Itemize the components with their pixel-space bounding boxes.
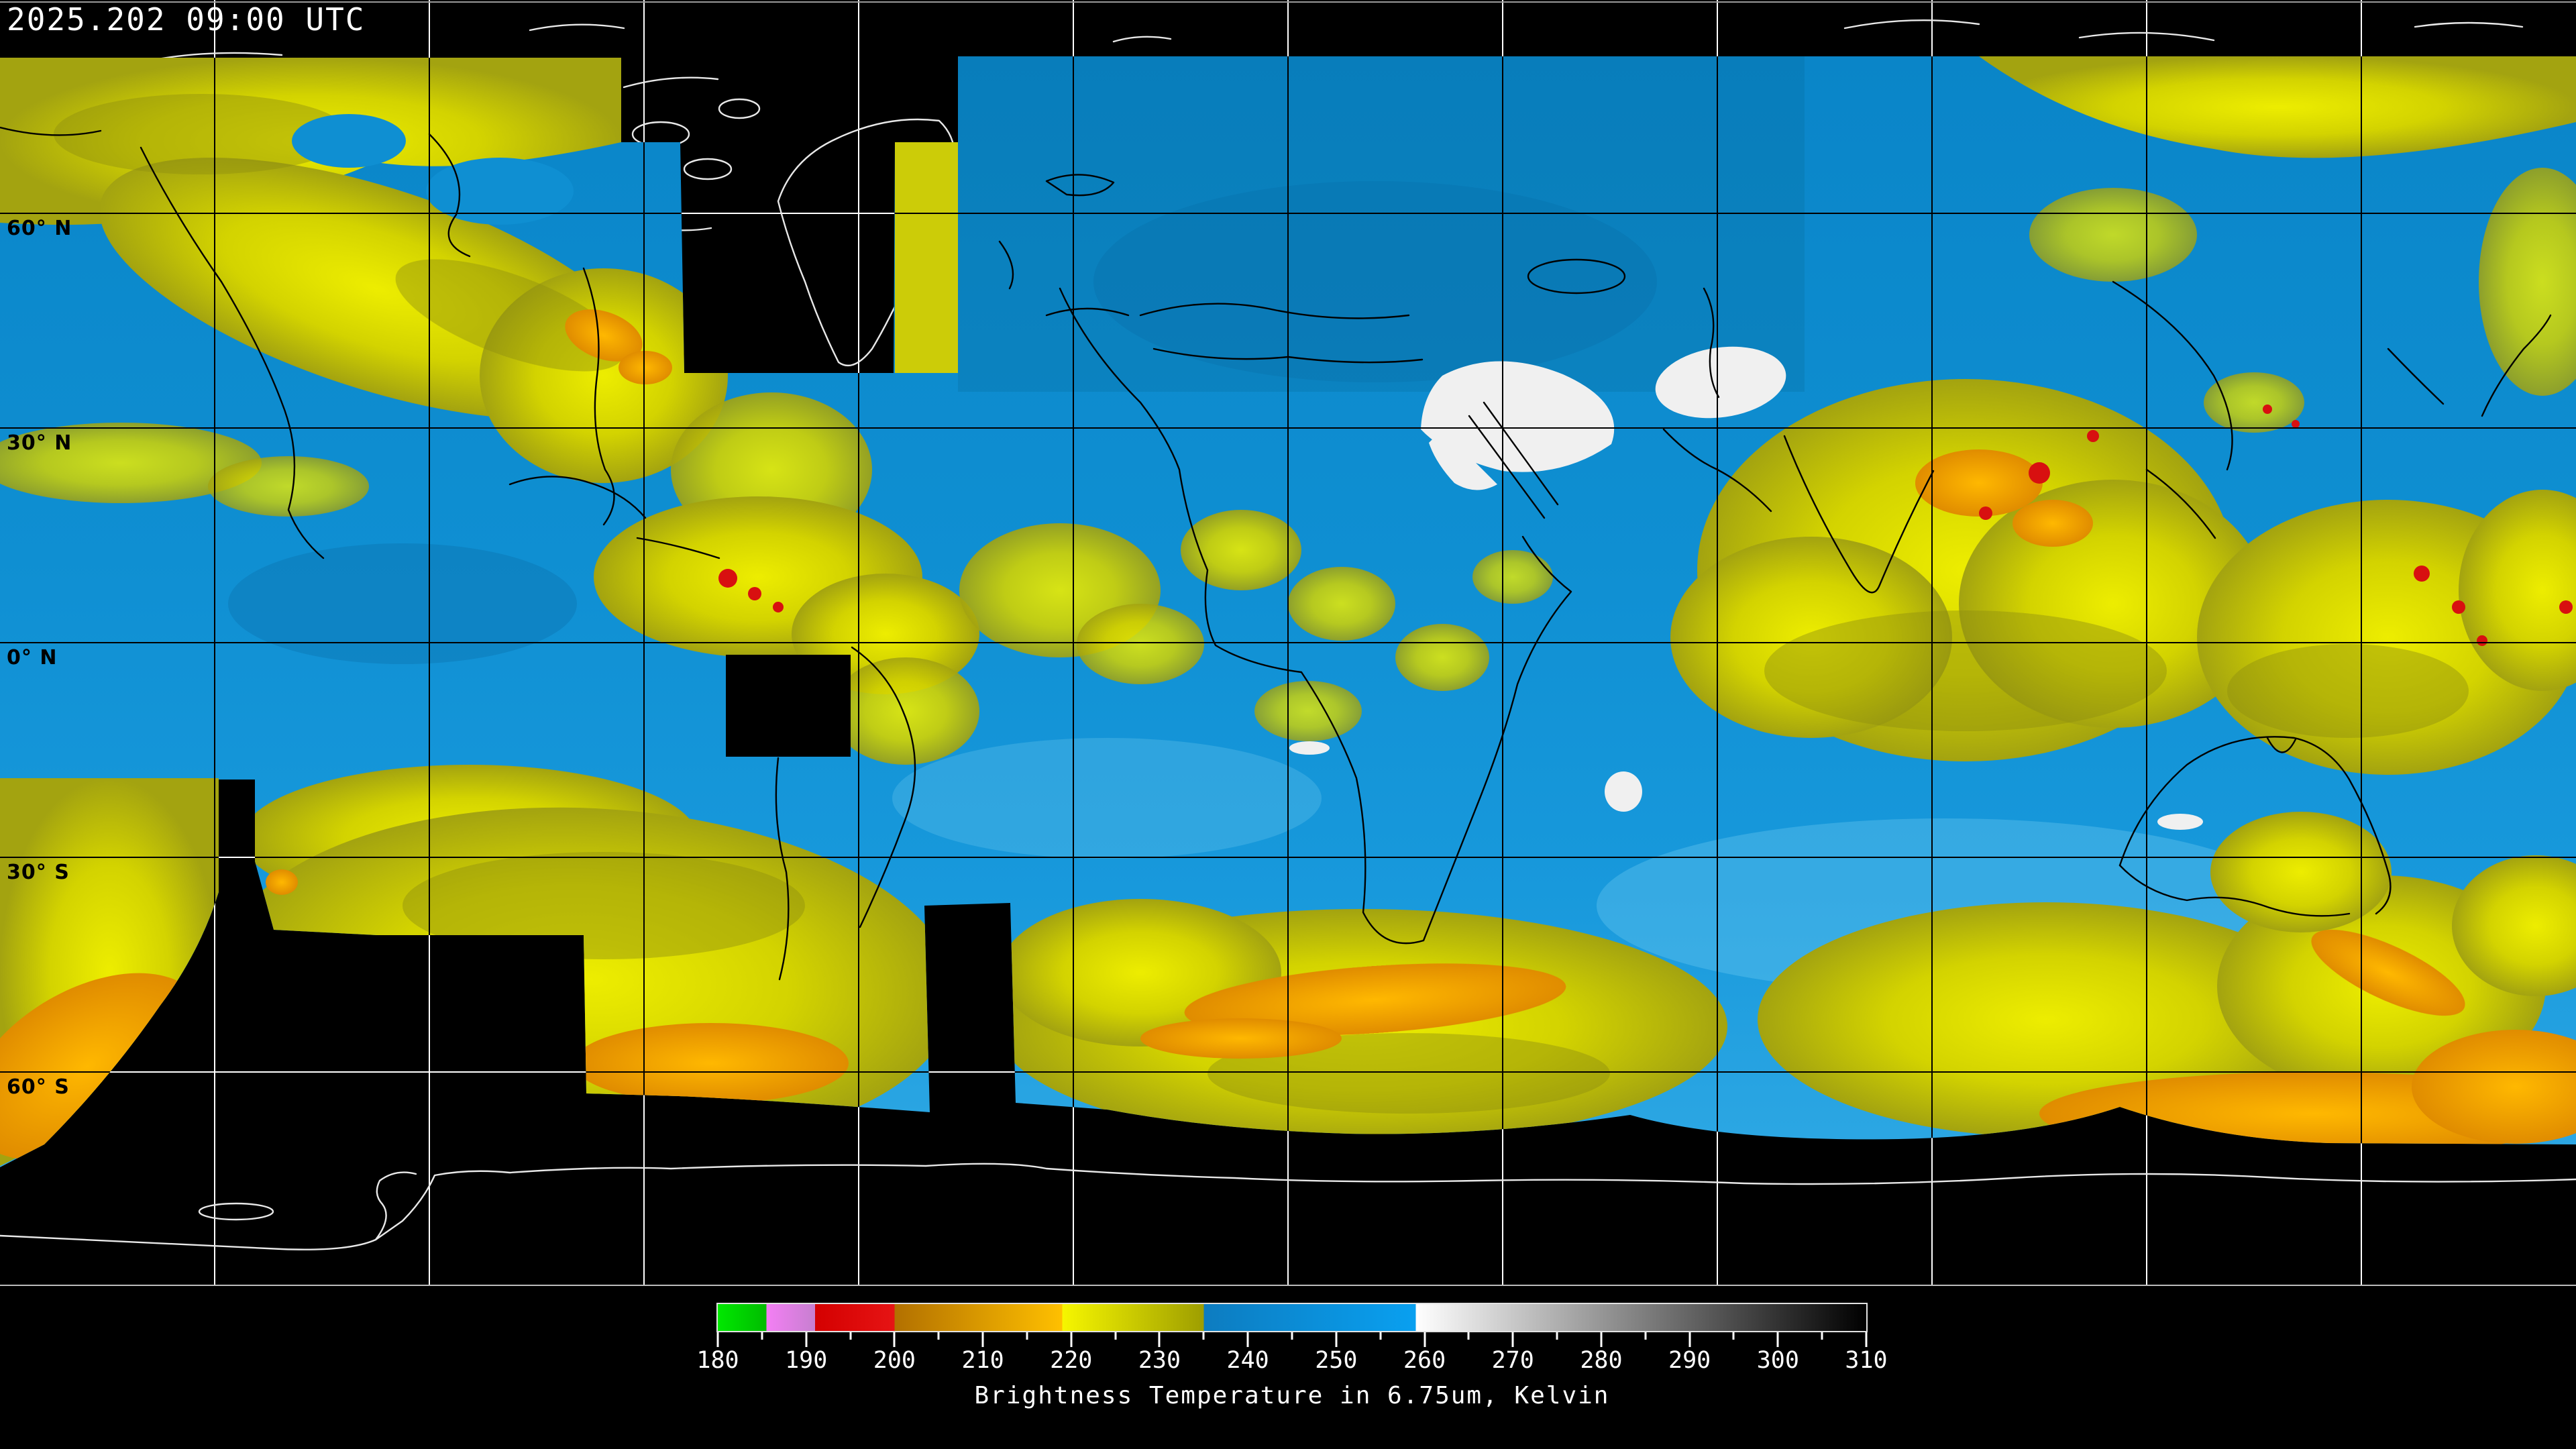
colorbar-tick-label: 220	[1050, 1347, 1093, 1374]
colorbar-minor-tick	[1556, 1332, 1558, 1340]
warm-white-patches	[1289, 346, 2203, 830]
colorbar-major-tick	[1246, 1332, 1249, 1347]
timestamp: 2025.202 09:00 UTC	[7, 1, 366, 38]
colorbar-tick-label: 270	[1491, 1347, 1534, 1374]
colorbar-major-tick	[981, 1332, 984, 1347]
colorbar-minor-tick	[761, 1332, 763, 1340]
colorbar-minor-tick	[937, 1332, 940, 1340]
colorbar-minor-tick	[849, 1332, 852, 1340]
latitude-label: 30° S	[7, 861, 70, 884]
colorbar-major-tick	[1424, 1332, 1426, 1347]
colorbar-minor-tick	[1379, 1332, 1382, 1340]
colorbar-tick-label: 290	[1668, 1347, 1711, 1374]
colorbar-major-tick	[1776, 1332, 1779, 1347]
colorbar-caption: Brightness Temperature in 6.75um, Kelvin	[974, 1382, 1610, 1409]
colorbar-major-tick	[1335, 1332, 1338, 1347]
colorbar-major-tick	[1511, 1332, 1514, 1347]
cloud-orange-blobs	[0, 309, 2576, 1161]
colorbar-major-tick	[893, 1332, 896, 1347]
colorbar-major-tick	[1600, 1332, 1603, 1347]
colorbar-tick-label: 200	[873, 1347, 916, 1374]
colorbar-minor-tick	[1644, 1332, 1647, 1340]
colorbar-major-tick	[1158, 1332, 1161, 1347]
cloud-red-spots	[718, 405, 2573, 646]
colorbar-minor-tick	[1114, 1332, 1117, 1340]
colorbar-tick-label: 240	[1226, 1347, 1269, 1374]
colorbar-tick-label: 180	[696, 1347, 739, 1374]
latitude-label: 60° S	[7, 1075, 70, 1099]
colorbar-major-tick	[805, 1332, 808, 1347]
colorbar-tick-label: 250	[1315, 1347, 1358, 1374]
colorbar-major-tick	[716, 1332, 719, 1347]
latitude-label: 0° N	[7, 646, 58, 669]
colorbar-tick-label: 210	[961, 1347, 1004, 1374]
colorbar-tick-label: 310	[1845, 1347, 1888, 1374]
colorbar-minor-tick	[1202, 1332, 1205, 1340]
colorbar-minor-tick	[1732, 1332, 1735, 1340]
colorbar-tick-label: 190	[785, 1347, 828, 1374]
cloud-olive-texture	[54, 94, 2469, 1114]
colorbar-minor-tick	[1467, 1332, 1470, 1340]
colorbar-tick-label: 260	[1403, 1347, 1446, 1374]
colorbar-tick-label: 280	[1580, 1347, 1623, 1374]
latitude-label: 30° N	[7, 431, 72, 455]
colorbar-minor-tick	[1821, 1332, 1823, 1340]
colorbar: 180 190 200 210 220 230 240 250 260 270 280 290 300 3…	[696, 1303, 1888, 1409]
colorbar-major-tick	[1070, 1332, 1073, 1347]
coastlines-black	[0, 126, 2552, 981]
colorbar-tick-label: 300	[1756, 1347, 1799, 1374]
colorbar-tick-label: 230	[1138, 1347, 1181, 1374]
colorbar-major-tick	[1688, 1332, 1691, 1347]
latitude-label: 60° N	[7, 217, 72, 240]
colorbar-minor-tick	[1026, 1332, 1028, 1340]
colorbar-minor-tick	[1291, 1332, 1293, 1340]
colorbar-gradient	[716, 1303, 1868, 1332]
world-brightness-temperature-map	[0, 0, 2576, 1286]
colorbar-major-tick	[1865, 1332, 1868, 1347]
cloud-yellow-blobs	[0, 56, 2576, 1166]
